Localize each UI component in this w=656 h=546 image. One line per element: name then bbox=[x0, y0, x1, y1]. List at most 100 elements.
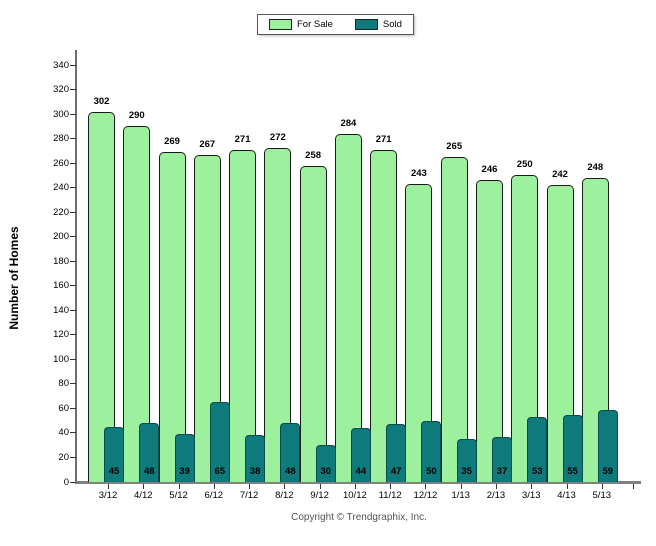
x-tick bbox=[178, 484, 180, 489]
x-tick-label: 3/13 bbox=[521, 490, 541, 501]
y-tick-label: 120 bbox=[53, 329, 69, 341]
sold-value-label: 48 bbox=[285, 466, 296, 477]
y-tick-label: 20 bbox=[58, 451, 69, 463]
for-sale-value-label: 290 bbox=[128, 110, 145, 122]
sold-value-label: 35 bbox=[461, 466, 472, 477]
y-tick bbox=[70, 236, 76, 238]
y-tick-label: 300 bbox=[53, 108, 69, 120]
x-tick-label: 11/12 bbox=[378, 490, 402, 501]
x-tick-label: 7/12 bbox=[239, 490, 259, 501]
bar-for-sale bbox=[158, 152, 186, 482]
x-tick bbox=[601, 484, 603, 489]
bar-sold bbox=[386, 424, 407, 482]
x-tick-label: 1/13 bbox=[451, 490, 470, 501]
x-tick-label: 12/12 bbox=[413, 490, 438, 501]
for-sale-value-label: 265 bbox=[446, 140, 463, 152]
bar-for-sale bbox=[299, 165, 327, 482]
sold-value-label: 55 bbox=[567, 466, 578, 477]
bar-sold bbox=[350, 428, 371, 482]
y-tick-label: 60 bbox=[58, 402, 69, 414]
y-axis-line bbox=[75, 50, 77, 484]
for-sale-value-label: 258 bbox=[305, 149, 322, 161]
sold-value-label: 50 bbox=[426, 466, 437, 477]
x-tick-label: 8/12 bbox=[275, 490, 294, 501]
x-tick-label: 2/13 bbox=[486, 490, 506, 501]
x-tick-label: 4/12 bbox=[134, 490, 153, 501]
sold-swatch-icon bbox=[354, 19, 378, 30]
y-tick bbox=[70, 113, 76, 115]
for-sale-value-label: 271 bbox=[234, 133, 251, 145]
bar-sold bbox=[139, 423, 160, 482]
y-tick bbox=[70, 432, 76, 434]
x-tick-label: 3/12 bbox=[98, 490, 118, 501]
y-tick-label: 140 bbox=[53, 304, 69, 316]
bar-sold bbox=[209, 402, 230, 482]
x-tick bbox=[284, 484, 286, 489]
legend: For Sale Sold bbox=[257, 14, 414, 35]
x-tick bbox=[531, 484, 533, 489]
for-sale-value-label: 267 bbox=[199, 138, 216, 150]
y-tick bbox=[70, 456, 76, 458]
sold-value-label: 30 bbox=[320, 466, 331, 477]
y-tick-label: 0 bbox=[63, 476, 69, 488]
bar-for-sale bbox=[440, 156, 468, 482]
bar-sold bbox=[421, 420, 442, 482]
x-axis-line bbox=[75, 481, 641, 484]
bar-sold bbox=[280, 423, 301, 482]
y-tick-label: 200 bbox=[53, 231, 69, 243]
y-tick bbox=[70, 64, 76, 66]
for-sale-value-label: 302 bbox=[93, 95, 110, 107]
y-tick bbox=[70, 309, 76, 311]
y-tick bbox=[70, 162, 76, 164]
for-sale-value-label: 243 bbox=[410, 167, 427, 179]
legend-item-sold: Sold bbox=[354, 18, 402, 30]
sold-value-label: 59 bbox=[602, 466, 614, 477]
for-sale-value-label: 246 bbox=[481, 164, 498, 176]
sold-value-label: 53 bbox=[531, 466, 543, 477]
legend-label-for-sale: For Sale bbox=[297, 18, 333, 30]
y-tick-label: 320 bbox=[53, 84, 69, 96]
legend-label-sold: Sold bbox=[382, 18, 402, 30]
y-tick-label: 160 bbox=[53, 280, 69, 292]
sold-value-label: 37 bbox=[496, 466, 508, 477]
x-tick bbox=[319, 484, 321, 489]
for-sale-swatch-icon bbox=[269, 19, 292, 30]
for-sale-value-label: 250 bbox=[516, 159, 533, 171]
y-tick bbox=[70, 260, 76, 262]
y-tick-label: 220 bbox=[53, 206, 69, 218]
for-sale-value-label: 248 bbox=[587, 161, 604, 173]
x-tick-label: 5/12 bbox=[169, 490, 188, 501]
y-tick-label: 180 bbox=[53, 255, 69, 267]
y-tick bbox=[70, 334, 76, 336]
y-tick bbox=[70, 407, 76, 409]
y-tick bbox=[70, 285, 76, 287]
y-tick-label: 260 bbox=[53, 157, 69, 169]
sold-value-label: 65 bbox=[214, 466, 226, 477]
x-tick-label: 5/13 bbox=[592, 490, 612, 501]
x-tick bbox=[566, 484, 568, 489]
y-tick-label: 100 bbox=[53, 353, 69, 365]
x-tick-label: 10/12 bbox=[342, 490, 367, 501]
sold-value-label: 48 bbox=[143, 466, 155, 477]
bar-sold bbox=[491, 436, 512, 482]
x-tick-label: 9/12 bbox=[310, 490, 329, 501]
y-tick bbox=[70, 89, 76, 91]
legend-item-for-sale: For Sale bbox=[269, 19, 333, 30]
sold-value-label: 44 bbox=[355, 466, 367, 477]
sold-value-label: 39 bbox=[179, 466, 190, 477]
bar-sold bbox=[174, 434, 195, 482]
y-tick-label: 280 bbox=[53, 133, 69, 145]
for-sale-value-label: 271 bbox=[375, 133, 392, 145]
bar-sold bbox=[527, 416, 548, 482]
x-tick bbox=[390, 484, 392, 489]
y-tick bbox=[70, 383, 76, 385]
x-tick-label: 4/13 bbox=[557, 490, 576, 501]
sold-value-label: 38 bbox=[249, 466, 261, 477]
y-tick-label: 80 bbox=[58, 378, 69, 390]
for-sale-value-label: 284 bbox=[340, 117, 357, 129]
sold-value-label: 45 bbox=[108, 466, 120, 477]
bar-sold bbox=[562, 414, 583, 482]
x-tick bbox=[460, 484, 462, 489]
